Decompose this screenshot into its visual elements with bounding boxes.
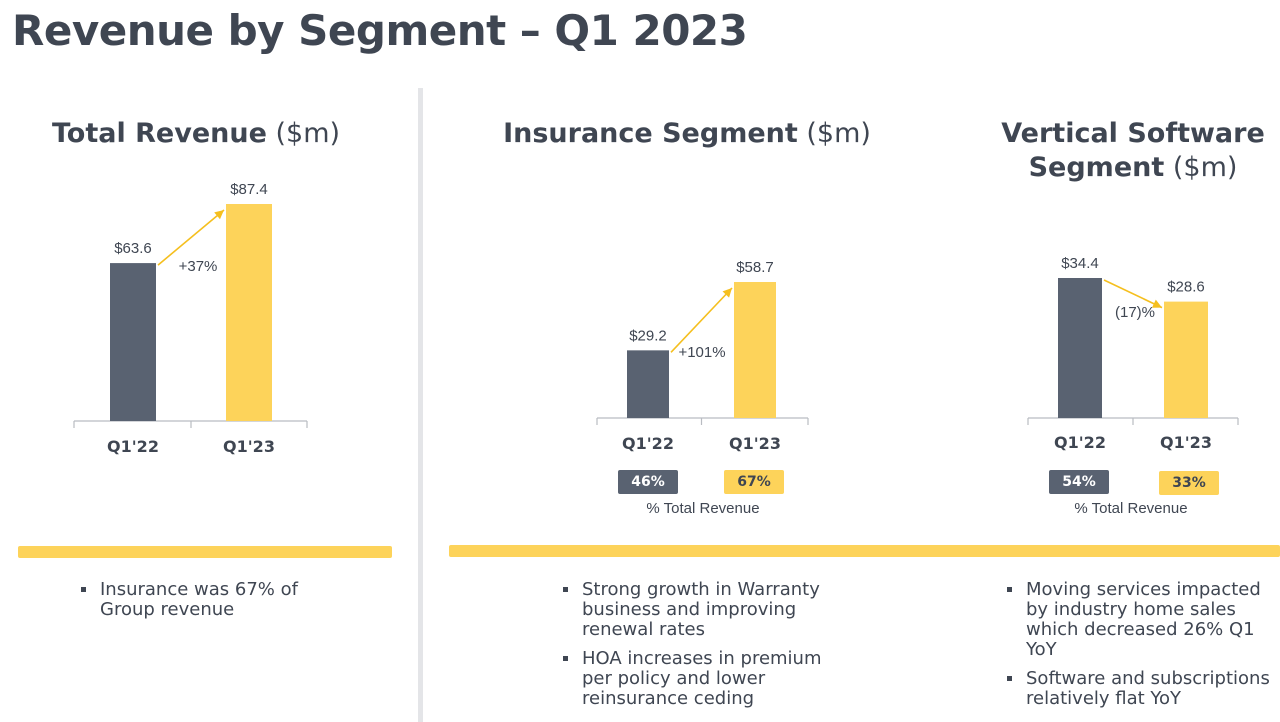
total-change-label: +37%	[179, 258, 218, 275]
insurance-change-label: +101%	[678, 344, 725, 361]
insurance-category-label-0: Q1'22	[622, 434, 674, 453]
bullets-software: Moving services impacted by industry hom…	[1006, 580, 1278, 718]
total-value-label-0: $63.6	[114, 240, 152, 257]
total-bar-0	[110, 263, 156, 421]
software-change-arrow-head	[1151, 299, 1162, 308]
total-change-arrow-head	[214, 210, 224, 220]
insurance-change-arrow-head	[722, 288, 732, 298]
insurance-segment-chart: $29.2 Q1'22 $58.7 Q1'23 +101%	[596, 259, 809, 453]
total-bar-1	[226, 204, 272, 421]
bullets-total: Insurance was 67% of Group revenue	[80, 580, 320, 629]
insurance-value-label-1: $58.7	[736, 259, 774, 276]
software-category-label-1: Q1'23	[1160, 433, 1212, 452]
software-category-label-0: Q1'22	[1054, 433, 1106, 452]
chart-title-software: Vertical Software Segment ($m)	[990, 117, 1276, 185]
chart-title-insurance: Insurance Segment ($m)	[482, 117, 892, 151]
software-value-label-1: $28.6	[1167, 279, 1205, 296]
page-title: Revenue by Segment – Q1 2023	[12, 6, 748, 55]
share-caption-insurance: % Total Revenue	[646, 500, 760, 517]
software-change-label: (17)%	[1115, 304, 1155, 321]
yellow-rule-right	[449, 545, 1280, 557]
chart-title-insurance-unit: ($m)	[806, 118, 871, 149]
chart-title-total: Total Revenue ($m)	[36, 117, 356, 151]
software-value-label-0: $34.4	[1061, 255, 1099, 272]
insurance-category-label-1: Q1'23	[729, 434, 781, 453]
bullet-software-2: Software and subscriptions relatively fl…	[1006, 669, 1278, 709]
chart-title-insurance-bold: Insurance Segment	[503, 118, 798, 149]
bullet-total-1: Insurance was 67% of Group revenue	[80, 580, 320, 620]
total-value-label-1: $87.4	[230, 181, 268, 198]
software-bar-1	[1164, 301, 1208, 418]
total-revenue-chart: $63.6 Q1'22 $87.4 Q1'23 +37%	[73, 181, 308, 456]
share-pill-software-q122: 54%	[1049, 470, 1109, 494]
total-change-arrow-line	[157, 209, 225, 266]
share-pill-software-q123: 33%	[1159, 471, 1219, 495]
chart-title-software-bold-1: Vertical Software	[1001, 118, 1265, 149]
insurance-bar-1	[734, 282, 776, 418]
insurance-bar-0	[627, 350, 669, 418]
share-caption-software: % Total Revenue	[1074, 500, 1188, 517]
total-category-label-1: Q1'23	[223, 437, 275, 456]
software-segment-chart: $34.4 Q1'22 $28.6 Q1'23 (17)%	[1027, 255, 1239, 452]
bullet-software-1: Moving services impacted by industry hom…	[1006, 580, 1278, 660]
chart-title-total-unit: ($m)	[275, 118, 341, 149]
bullet-insurance-2: HOA increases in premium per policy and …	[562, 649, 832, 709]
software-change-arrow-line	[1103, 279, 1163, 309]
share-pill-insurance-q123: 67%	[724, 470, 784, 494]
total-category-label-0: Q1'22	[107, 437, 159, 456]
section-divider	[418, 88, 423, 722]
software-bar-0	[1058, 278, 1102, 418]
chart-title-total-bold: Total Revenue	[51, 118, 267, 149]
insurance-change-arrow-line	[670, 287, 733, 353]
bullet-insurance-1: Strong growth in Warranty business and i…	[562, 580, 832, 640]
chart-title-software-bold-2: Segment	[1028, 152, 1165, 183]
bullets-insurance: Strong growth in Warranty business and i…	[562, 580, 832, 718]
yellow-rule-left	[18, 546, 392, 558]
share-pill-insurance-q122: 46%	[618, 470, 678, 494]
chart-title-software-unit: ($m)	[1172, 152, 1238, 183]
insurance-value-label-0: $29.2	[629, 327, 667, 344]
